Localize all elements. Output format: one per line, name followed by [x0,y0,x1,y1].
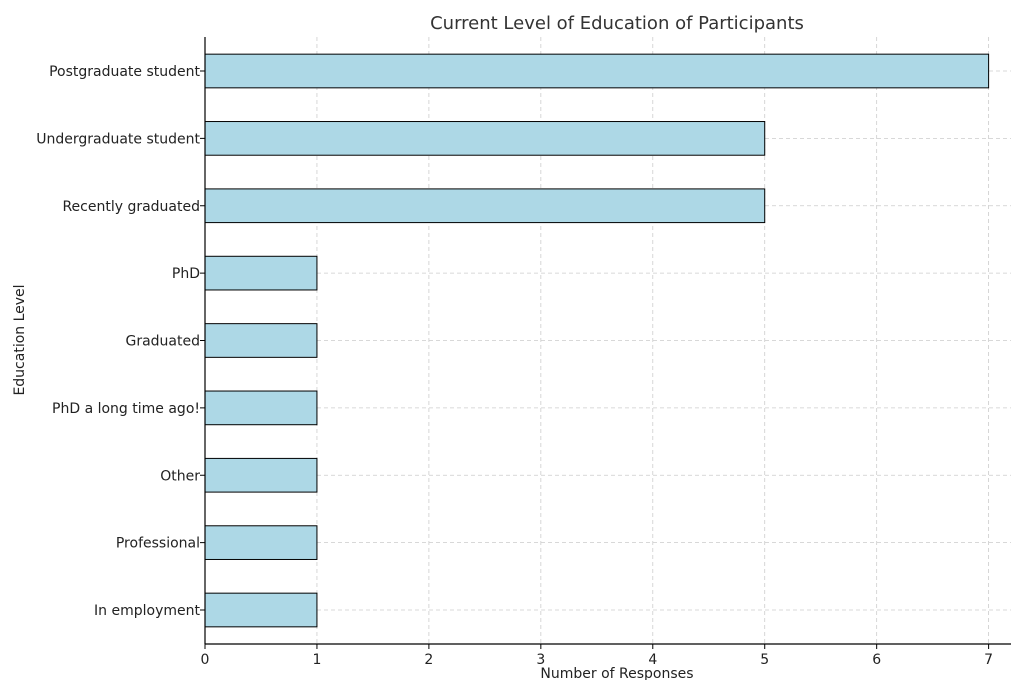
bar [204,323,318,358]
x-tick-label: 2 [424,652,433,668]
x-axis-label: Number of Responses [540,666,693,680]
x-tick-label: 1 [312,652,321,668]
x-tick-label: 6 [872,652,881,668]
y-tick-label: Undergraduate student [36,131,200,147]
y-tick-label: Other [160,468,200,484]
y-tick-label: PhD [172,266,200,282]
bars [204,53,990,628]
x-tick-label: 4 [648,652,657,668]
bar [204,121,766,156]
x-tick-label: 5 [760,652,769,668]
chart-title: Current Level of Education of Participan… [430,13,804,34]
bar [204,457,318,493]
x-tick-label: 0 [201,652,210,668]
y-tick-label: Graduated [125,334,200,350]
y-tick-label: Recently graduated [62,199,200,215]
x-tick-label: 7 [984,652,993,668]
y-tick-label: Postgraduate student [49,64,200,80]
bar [204,255,318,291]
bar [204,188,766,224]
x-tick-label: 3 [536,652,545,668]
y-tick-label: PhD a long time ago! [52,401,200,417]
bar [204,525,318,560]
bar [204,390,318,426]
y-tick-label: In employment [94,603,200,619]
bar [204,592,318,628]
y-tick-label: Professional [116,536,200,552]
bar [204,53,990,89]
y-axis-label: Education Level [12,284,28,395]
axes: 0 1 2 3 4 5 6 7 Postgraduate student Undergraduat… [36,37,1011,668]
